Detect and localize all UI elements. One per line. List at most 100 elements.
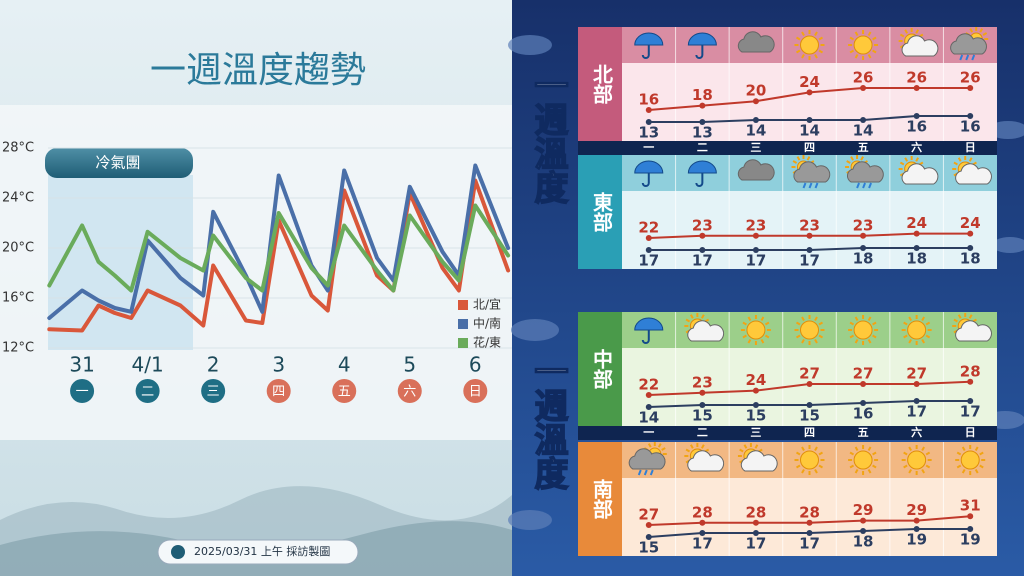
date-label: 5 [403, 353, 416, 377]
temperature-label: 17 [745, 535, 766, 553]
temperature-point [645, 107, 652, 113]
weekday-label: 五 [338, 385, 351, 400]
sun-ray [796, 464, 801, 469]
legend-label: 花/東 [473, 335, 501, 350]
weather-icon [898, 156, 939, 185]
weekday-label: 日 [469, 385, 482, 400]
weekday-label: 一 [643, 426, 654, 439]
legend-swatch [458, 319, 468, 329]
weather-icon [687, 32, 717, 59]
umbrella [687, 160, 717, 174]
temperature-line [47, 178, 511, 333]
weather-icon [684, 313, 725, 342]
cloud [740, 450, 778, 472]
temperature-point [806, 530, 813, 536]
sun-ray [854, 31, 859, 36]
sun-ray [854, 316, 859, 321]
sun-ray [806, 156, 811, 161]
temperature-label: 16 [960, 118, 981, 136]
legend-label: 中/南 [473, 316, 501, 331]
weekday-badge [397, 379, 422, 403]
sun-ray [867, 31, 872, 36]
legend-swatch [458, 338, 468, 348]
temperature-point [967, 245, 974, 251]
temperature-point [699, 102, 706, 109]
weather-icon [684, 443, 725, 472]
temperature-label: 17 [799, 535, 820, 553]
temperature-label: 26 [906, 69, 927, 87]
temperature-point [860, 245, 867, 251]
temperature-point [752, 247, 759, 253]
temperature-label: 14 [853, 122, 874, 140]
cloud [737, 31, 775, 53]
sun-ray [899, 33, 905, 38]
temperature-point [752, 530, 759, 536]
weekday-badge [266, 379, 291, 403]
weather-icon [737, 31, 775, 53]
sun [800, 450, 819, 470]
sun-ray [903, 451, 908, 456]
weekday-label: 二 [697, 141, 708, 154]
temperature-label: 14 [745, 122, 766, 140]
sun-ray [796, 451, 801, 456]
temperature-label: 29 [906, 501, 927, 519]
region-label-box [578, 442, 622, 556]
temperature-point [645, 247, 652, 253]
sun-ray [854, 54, 859, 59]
temperature-point [806, 247, 813, 253]
weekday-badge [332, 379, 357, 403]
sun-ray [814, 31, 818, 36]
temperature-label: 24 [799, 73, 820, 91]
weather-icon [737, 159, 775, 181]
temperature-label: 18 [692, 86, 713, 104]
umbrella-handle [695, 173, 704, 187]
sun-ray [742, 334, 747, 339]
temperature-label: 28 [692, 503, 713, 521]
sun [853, 320, 873, 340]
sun-ray [956, 451, 962, 456]
footer-box [157, 539, 359, 565]
temperature-point [645, 404, 652, 410]
temperature-label: 24 [745, 371, 766, 389]
temperature-point [699, 119, 706, 125]
temperature-label: 24 [960, 214, 981, 232]
sun-ray [867, 446, 872, 451]
weather-icon [794, 315, 825, 345]
weather-icon [952, 313, 992, 342]
sun-ray [915, 157, 920, 162]
y-tick-label: 20°C [2, 241, 34, 256]
sun-ray [969, 28, 974, 33]
weekday-label: 一 [643, 141, 654, 154]
sun-ray [661, 447, 666, 451]
sun [853, 450, 873, 470]
sun-ray [818, 49, 823, 54]
cloud [950, 33, 987, 55]
temperature-label: 26 [853, 69, 874, 87]
date-label: 4 [338, 353, 351, 377]
region-label-box [578, 27, 622, 141]
sun-ray [849, 334, 855, 339]
sun-ray [814, 54, 818, 59]
weekday-label: 日 [965, 426, 976, 439]
temperature-label: 13 [638, 124, 659, 142]
legend-label: 北/宜 [473, 297, 501, 312]
sun-ray [801, 469, 805, 474]
sun-ray [903, 464, 908, 469]
temperature-point [699, 402, 706, 408]
temperature-label: 23 [799, 216, 820, 234]
temperature-point [752, 402, 759, 408]
temperature-point [806, 89, 813, 96]
temperature-label: 19 [960, 531, 981, 549]
temperature-label: 31 [960, 497, 981, 515]
sun-ray [921, 446, 926, 451]
temperature-point [645, 534, 652, 540]
temperature-label: 23 [853, 216, 874, 234]
weather-icon [950, 27, 989, 61]
temperature-point [752, 232, 759, 239]
sun-ray [849, 464, 855, 469]
weekday-badge [135, 379, 160, 403]
temperature-point [699, 232, 706, 239]
sun [746, 320, 766, 340]
sun-ray [903, 321, 908, 326]
sun-ray [915, 29, 920, 34]
